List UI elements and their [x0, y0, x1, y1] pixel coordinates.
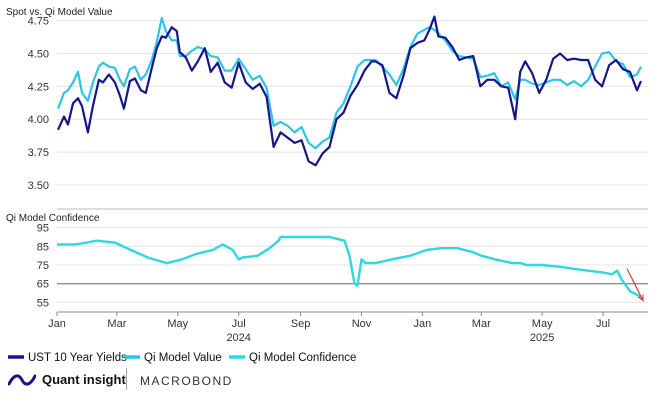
x-year-label: 2025	[530, 332, 554, 344]
quant-insight-name: Quant insight	[42, 372, 126, 387]
legend: UST 10 Year Yields Qi Model Value Qi Model…	[8, 352, 356, 364]
bottom-panel-y-ticks: 95 85 75 65 55	[37, 223, 49, 310]
legend-label: UST 10 Year Yields	[28, 352, 127, 364]
top-y-tick-label: 4.75	[28, 16, 49, 28]
bottom-panel-series	[57, 235, 644, 302]
top-y-tick-label: 3.50	[28, 180, 49, 192]
top-panel-series	[56, 15, 643, 167]
x-tick-label: May	[167, 318, 188, 330]
legend-label: Qi Model Value	[144, 352, 222, 364]
legend-item: Qi Model Confidence	[229, 352, 356, 364]
x-tick-label: Nov	[352, 318, 372, 330]
top-y-tick-label: 4.50	[28, 48, 49, 60]
legend-item: UST 10 Year Yields	[8, 352, 127, 364]
top-y-tick-label: 3.75	[28, 147, 49, 159]
macrobond-logo: MACROBOND	[140, 374, 233, 388]
x-tick-label: Jul	[596, 318, 610, 330]
quant-insight-wave-icon	[8, 373, 36, 386]
brand-divider	[126, 368, 127, 390]
x-tick-label: Mar	[472, 318, 491, 330]
bottom-y-tick-label: 75	[37, 260, 49, 272]
bottom-y-tick-label: 95	[37, 223, 49, 235]
x-tick-label: Jul	[232, 318, 246, 330]
x-tick-label: Mar	[107, 318, 126, 330]
quant-insight-logo: Quant insight	[8, 372, 126, 387]
top-panel-grid	[57, 20, 648, 210]
bottom-y-tick-label: 65	[37, 279, 49, 291]
x-tick-label: Sep	[291, 318, 311, 330]
bottom-y-tick-label: 85	[37, 241, 49, 253]
red-arrow-annotation	[626, 268, 644, 302]
x-tick-label: Jan	[414, 318, 432, 330]
series-qi-model-confidence-line	[57, 235, 642, 298]
top-panel-title: Spot vs. Qi Model Value	[6, 7, 113, 18]
x-tick-label: May	[532, 318, 553, 330]
x-year-label: 2024	[226, 332, 250, 344]
macrobond-name: MACROBOND	[140, 374, 233, 388]
bottom-panel-grid	[57, 227, 648, 303]
legend-item: Qi Model Value	[124, 352, 222, 364]
top-panel-y-ticks: 4.75 4.50 4.25 4.00 3.75 3.50	[28, 16, 49, 192]
bottom-y-tick-label: 55	[37, 297, 49, 309]
series-ust-10-year-yields-line	[56, 15, 643, 167]
series-qi-model-value-line	[56, 16, 642, 150]
top-y-tick-label: 4.00	[28, 114, 49, 126]
bottom-panel-title: Qi Model Confidence	[6, 213, 100, 224]
legend-label: Qi Model Confidence	[249, 352, 356, 364]
x-tick-label: Jan	[48, 318, 66, 330]
x-axis: Jan Mar May Jul Sep Nov Jan Mar May Jul 2024 2025	[48, 311, 648, 344]
top-y-tick-label: 4.25	[28, 81, 49, 93]
